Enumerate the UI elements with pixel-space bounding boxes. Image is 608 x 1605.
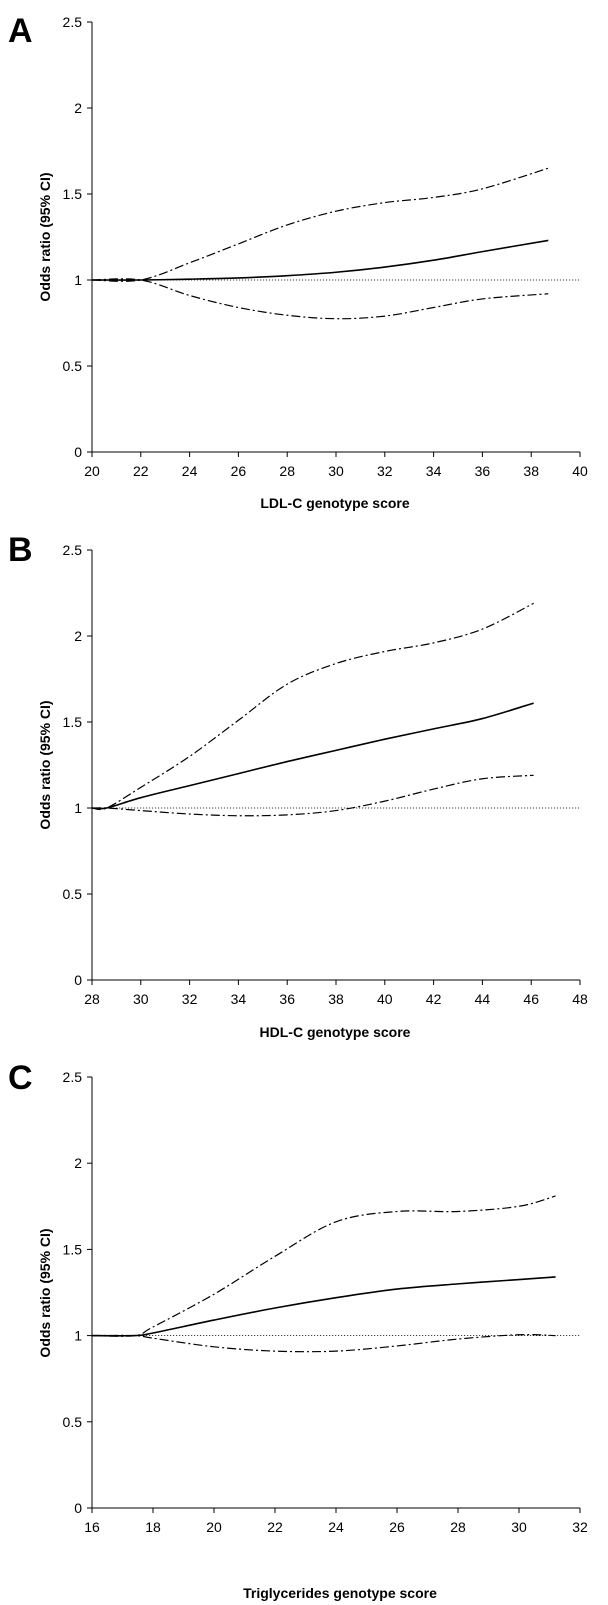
y-tick-label: 0.5 <box>63 358 83 374</box>
x-tick-label: 48 <box>572 991 588 1007</box>
x-tick-label: 24 <box>328 1519 344 1535</box>
x-tick-label: 32 <box>377 463 393 479</box>
chart-b-xlabel: HDL-C genotype score <box>260 1024 411 1040</box>
y-tick-label: 1 <box>74 1328 82 1344</box>
x-tick-label: 36 <box>279 991 295 1007</box>
x-tick-label: 30 <box>328 463 344 479</box>
y-tick-label: 0 <box>74 444 82 460</box>
odds-ratio-line <box>91 239 549 281</box>
chart-b-ylabel: Odds ratio (95% CI) <box>37 700 53 829</box>
y-tick-label: 2.5 <box>63 542 83 558</box>
x-tick-label: 46 <box>523 991 539 1007</box>
upper-ci-line <box>91 1195 556 1337</box>
x-tick-label: 40 <box>377 991 393 1007</box>
x-tick-label: 34 <box>231 991 247 1007</box>
x-tick-label: 42 <box>426 991 442 1007</box>
panel-letter-a: A <box>8 12 33 50</box>
chart-b-svg: B 0 0.5 1 1.5 2 2.5 28 30 32 34 36 38 40 42 44 46 48 Odd… <box>8 531 588 1040</box>
y-tick-label: 1.5 <box>63 714 83 730</box>
y-tick-label: 0 <box>74 1500 82 1516</box>
x-tick-label: 32 <box>182 991 198 1007</box>
y-tick-label: 2.5 <box>63 1069 83 1085</box>
x-tick-label: 30 <box>133 991 149 1007</box>
x-tick-label: 22 <box>133 463 149 479</box>
y-tick-label: 0.5 <box>63 886 83 902</box>
x-tick-label: 24 <box>182 463 198 479</box>
x-tick-label: 44 <box>475 991 491 1007</box>
x-tick-label: 20 <box>206 1519 222 1535</box>
chart-c-xlabel: Triglycerides genotype score <box>243 1585 437 1601</box>
x-tick-label: 40 <box>572 463 588 479</box>
x-tick-label: 34 <box>426 463 442 479</box>
x-tick-label: 38 <box>328 991 344 1007</box>
x-tick-label: 26 <box>231 463 247 479</box>
x-tick-label: 30 <box>511 1519 527 1535</box>
panel-letter-b: B <box>8 531 33 569</box>
y-tick-label: 1 <box>74 272 82 288</box>
chart-a-xlabel: LDL-C genotype score <box>260 495 410 511</box>
x-tick-label: 32 <box>572 1519 588 1535</box>
chart-a-ylabel: Odds ratio (95% CI) <box>37 172 53 301</box>
y-tick-label: 2 <box>74 100 82 116</box>
x-tick-label: 26 <box>389 1519 405 1535</box>
odds-ratio-line <box>91 702 534 810</box>
y-tick-label: 1.5 <box>63 1241 83 1257</box>
chart-c-ylabel: Odds ratio (95% CI) <box>37 1228 53 1357</box>
chart-panel-c: C 0 0.5 1 1.5 2 2.5 16 18 20 22 24 26 28 30 32 Odds ra… <box>0 1053 608 1605</box>
chart-b-plot: 0 0.5 1 1.5 2 2.5 28 30 32 34 36 38 40 42 44 46 48 <box>63 542 588 1007</box>
chart-c-svg: C 0 0.5 1 1.5 2 2.5 16 18 20 22 24 26 28 30 32 Odds ra… <box>8 1059 588 1601</box>
x-tick-label: 20 <box>84 463 100 479</box>
y-tick-label: 2 <box>74 1155 82 1171</box>
chart-a-svg: A 0 0.5 1 1.5 2 2.5 20 22 24 26 28 30 32 34 36 38 40 Odd… <box>8 12 588 511</box>
x-tick-label: 28 <box>450 1519 466 1535</box>
chart-a-plot: 0 0.5 1 1.5 2 2.5 20 22 24 26 28 30 32 34 36 38 40 <box>63 14 588 479</box>
chart-c-plot: 0 0.5 1 1.5 2 2.5 16 18 20 22 24 26 28 30 32 <box>63 1069 588 1535</box>
panel-letter-c: C <box>8 1059 33 1097</box>
y-tick-label: 1 <box>74 800 82 816</box>
x-tick-label: 16 <box>84 1519 100 1535</box>
y-tick-label: 1.5 <box>63 186 83 202</box>
odds-ratio-line <box>91 1276 556 1337</box>
y-tick-label: 2.5 <box>63 14 83 30</box>
upper-ci-line <box>91 602 534 811</box>
x-tick-label: 38 <box>523 463 539 479</box>
x-tick-label: 28 <box>84 991 100 1007</box>
y-tick-label: 0 <box>74 972 82 988</box>
chart-panel-a: A 0 0.5 1 1.5 2 2.5 20 22 24 26 28 30 32 34 36 38 40 Odd… <box>0 0 608 525</box>
upper-ci-line <box>91 167 549 282</box>
y-tick-label: 2 <box>74 628 82 644</box>
lower-ci-line <box>91 1334 556 1353</box>
chart-panel-b: B 0 0.5 1 1.5 2 2.5 28 30 32 34 36 38 40 42 44 46 48 Odd… <box>0 525 608 1053</box>
x-tick-label: 28 <box>279 463 295 479</box>
x-tick-label: 18 <box>145 1519 161 1535</box>
lower-ci-line <box>91 774 534 817</box>
y-tick-label: 0.5 <box>63 1414 83 1430</box>
x-tick-label: 36 <box>475 463 491 479</box>
x-tick-label: 22 <box>267 1519 283 1535</box>
lower-ci-line <box>91 278 549 320</box>
